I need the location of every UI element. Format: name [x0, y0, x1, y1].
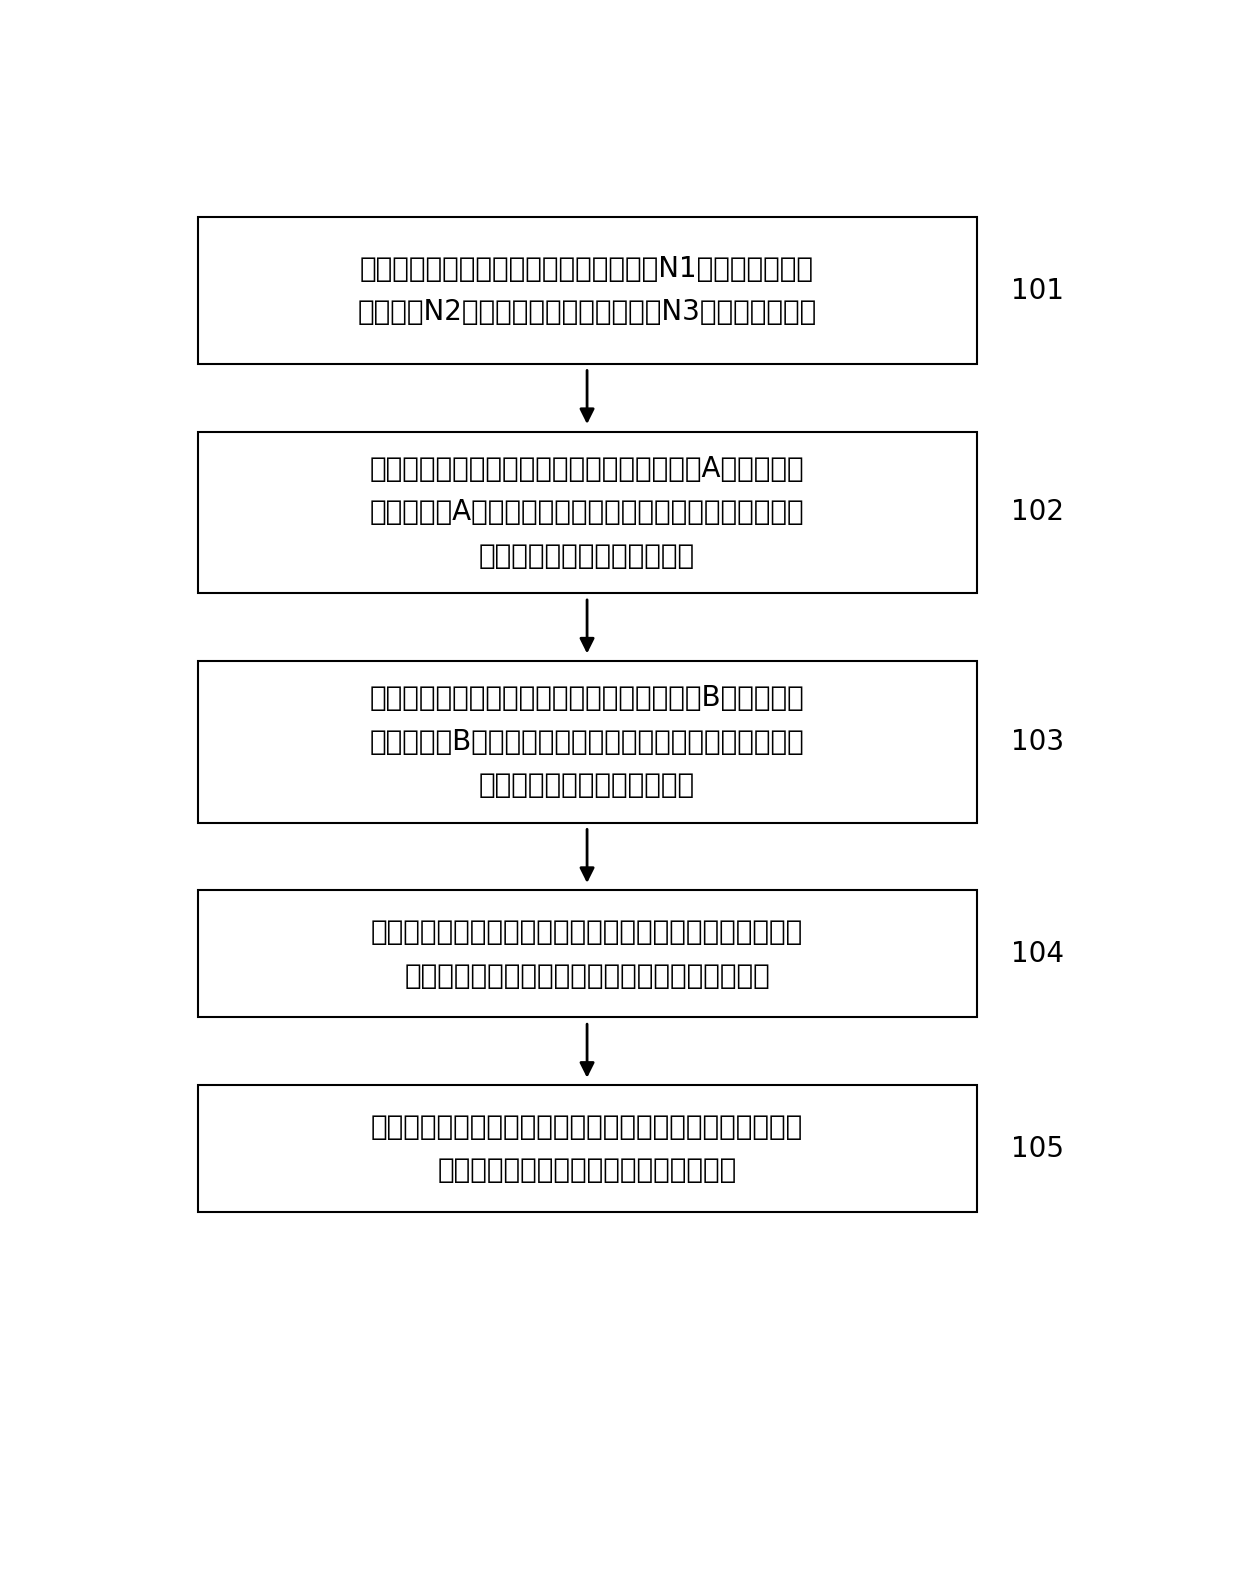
Text: 101: 101 [1012, 277, 1064, 305]
FancyBboxPatch shape [197, 1085, 977, 1213]
FancyBboxPatch shape [197, 661, 977, 822]
Text: 根据左端局部线圈电感值、右端局部线圈电感值以及中间局
部线圈电感值建立阻尼母线仿真计算模型: 根据左端局部线圈电感值、右端局部线圈电感值以及中间局 部线圈电感值建立阻尼母线仿… [371, 1113, 804, 1184]
FancyBboxPatch shape [197, 218, 977, 364]
Text: 103: 103 [1012, 727, 1064, 756]
Text: 105: 105 [1012, 1135, 1064, 1162]
Text: 将空心线圈等效为同相连接的左端局部线圈与A端局部线圈
串联，所述A端局部线圈为中间局部线圈与右端局部线圈之
和，计算左端局部线圈电感值: 将空心线圈等效为同相连接的左端局部线圈与A端局部线圈 串联，所述A端局部线圈为中… [370, 455, 805, 569]
Text: 102: 102 [1012, 498, 1064, 526]
Text: 将空心线圈等效为同相连接的右端局部线圈与B端局部线圈
串联，所述B端局部线圈为中间局部线圈与左端局部线圈之
和，计算右端局部线圈电感值: 将空心线圈等效为同相连接的右端局部线圈与B端局部线圈 串联，所述B端局部线圈为中… [370, 685, 805, 800]
Text: 将空心线圈等效为同相连接的左端局部线圈、中间局部线圈
以及右端局部线圈串联；计算中间局部线圈电感值: 将空心线圈等效为同相连接的左端局部线圈、中间局部线圈 以及右端局部线圈串联；计算… [371, 919, 804, 990]
Text: 104: 104 [1012, 941, 1064, 968]
FancyBboxPatch shape [197, 890, 977, 1018]
Text: 将阻尼母线等效的空心线圈划分为匝数为N1的左端局部线圈
、匝数为N2的中间局部线圈以及匝数为N3的右端局部线圈: 将阻尼母线等效的空心线圈划分为匝数为N1的左端局部线圈 、匝数为N2的中间局部线… [357, 255, 817, 326]
FancyBboxPatch shape [197, 432, 977, 593]
